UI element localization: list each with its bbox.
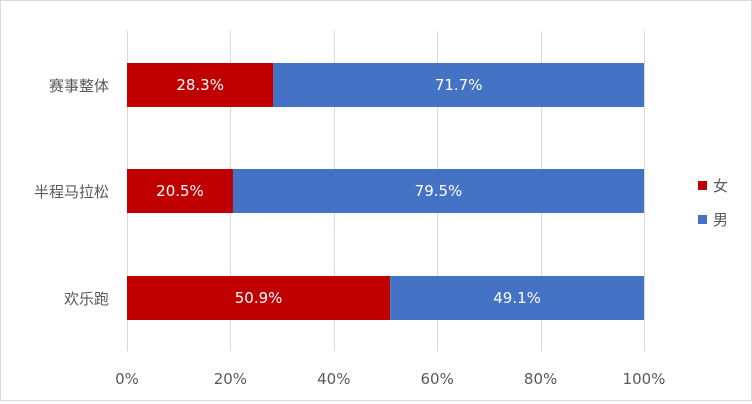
value-axis-tick-labels: 0% 20% 40% 60% 80% 100% [115, 370, 665, 388]
x-tick-label-4: 80% [524, 370, 557, 388]
category-label-2: 欢乐跑 [64, 290, 109, 308]
bar-male-0 [273, 63, 644, 107]
x-tick-label-1: 20% [214, 370, 247, 388]
legend: 女男 [698, 177, 728, 229]
data-label-male-1: 79.5% [415, 182, 463, 200]
category-label-0: 赛事整体 [49, 77, 109, 95]
data-label-female-2: 50.9% [235, 289, 283, 307]
data-labels: 28.3% 71.7% 20.5% 79.5% 50.9% 49.1% [156, 76, 541, 307]
bar-male-2 [390, 276, 644, 320]
bars [127, 63, 645, 320]
x-tick-label-5: 100% [623, 370, 666, 388]
bar-female-2 [127, 276, 391, 320]
bar-female-0 [127, 63, 274, 107]
legend-swatch-male [698, 215, 707, 224]
legend-swatch-female [698, 181, 707, 190]
category-label-1: 半程马拉松 [34, 183, 109, 201]
x-tick-label-2: 40% [317, 370, 350, 388]
data-label-male-0: 71.7% [435, 76, 483, 94]
legend-label-female: 女 [713, 177, 728, 195]
bar-female-1 [127, 169, 233, 213]
data-label-male-2: 49.1% [493, 289, 541, 307]
x-tick-label-3: 60% [421, 370, 454, 388]
bar-male-1 [232, 169, 645, 213]
data-label-female-1: 20.5% [156, 182, 204, 200]
legend-label-male: 男 [713, 211, 728, 229]
x-tick-label-0: 0% [115, 370, 139, 388]
data-label-female-0: 28.3% [176, 76, 224, 94]
